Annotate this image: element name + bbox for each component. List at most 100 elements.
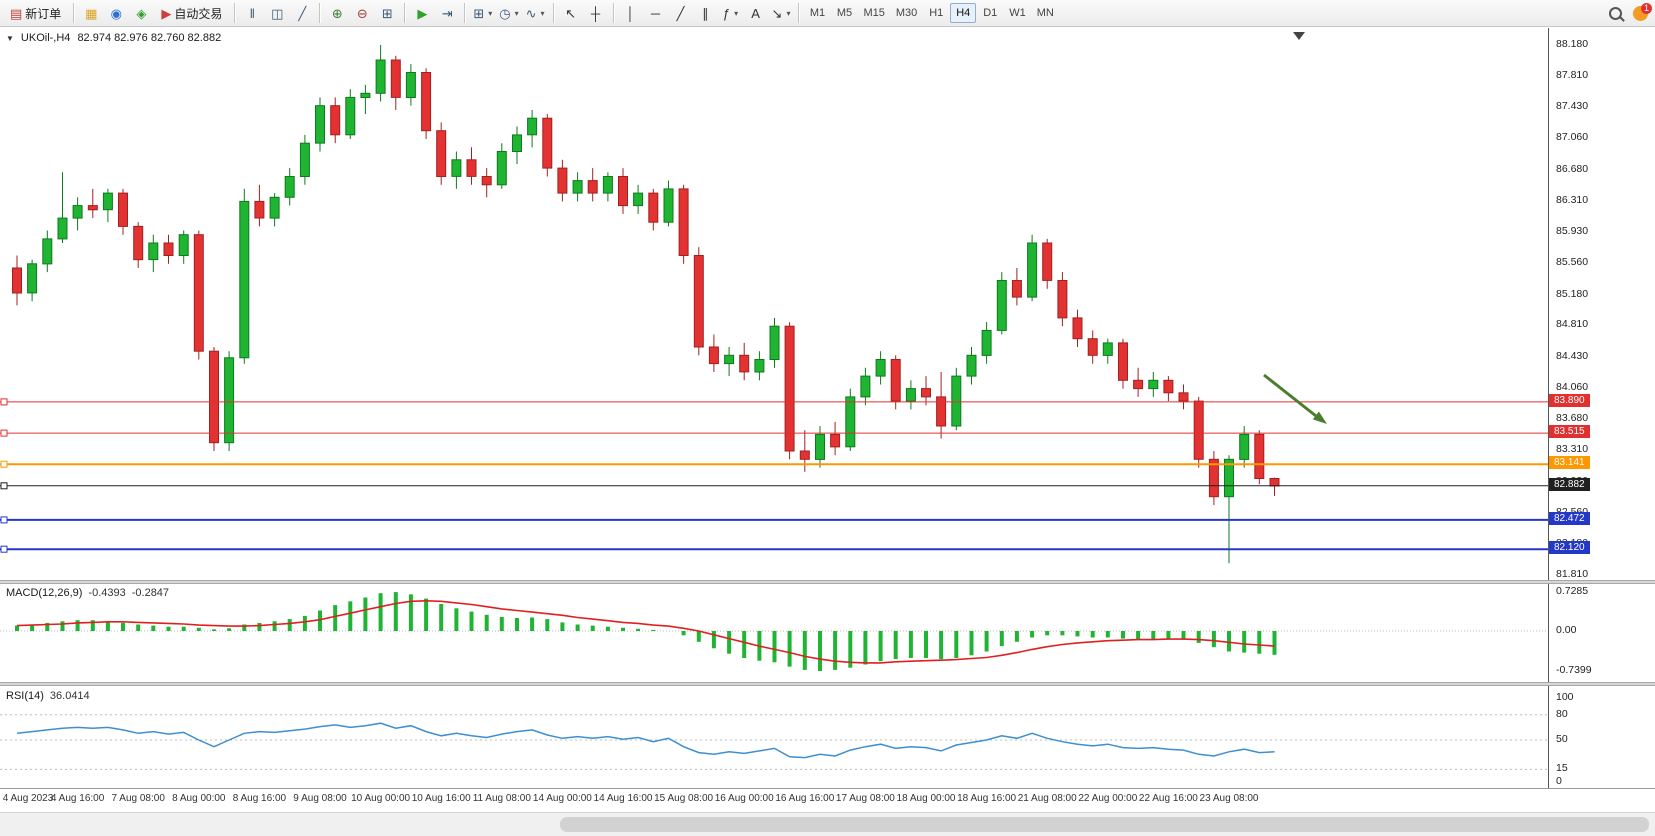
symbol-period-label: UKOil-,H4 xyxy=(20,32,71,44)
timeframe-d1[interactable]: D1 xyxy=(977,3,1003,23)
price-tag-83.515: 83.515 xyxy=(1549,425,1590,439)
community-icon-glyph: ◉ xyxy=(110,5,122,21)
macd-panel[interactable] xyxy=(0,584,1548,682)
grid-icon-glyph: ⊞ xyxy=(381,5,393,21)
price-axis-label: 87.060 xyxy=(1556,131,1589,144)
new-order-button-glyph: ▤ xyxy=(10,5,23,21)
cursor-icon[interactable]: ↖ xyxy=(559,2,583,24)
timeframe-m30[interactable]: M30 xyxy=(891,3,922,23)
indicators-dropdown[interactable]: ∿ ▾ xyxy=(523,2,548,24)
rsi-value: 36.0414 xyxy=(49,690,90,702)
time-axis-label: 10 Aug 00:00 xyxy=(351,793,411,804)
search-icon[interactable] xyxy=(1603,2,1627,24)
horizontal-line-icon-glyph: ─ xyxy=(650,5,661,21)
time-axis[interactable]: 4 Aug 2023 4 Aug 16:00 7 Aug 08:00 8 Aug 00… xyxy=(0,789,1655,812)
timeframe-mn[interactable]: MN xyxy=(1032,3,1059,23)
trendline-icon[interactable]: ╱ xyxy=(669,2,693,24)
crosshair-icon[interactable]: ┼ xyxy=(584,2,608,24)
time-axis-separator xyxy=(0,788,1655,789)
candlestick-chart-icon[interactable]: ◫ xyxy=(265,2,289,24)
time-axis-label: 9 Aug 08:00 xyxy=(293,793,347,804)
toolbar-separator xyxy=(404,3,406,23)
hline-handle[interactable] xyxy=(0,429,8,437)
rsi-scale-label: 15 xyxy=(1556,762,1568,775)
time-axis-label: 22 Aug 16:00 xyxy=(1138,793,1198,804)
arrow-annotation[interactable] xyxy=(1263,373,1327,424)
price-tag-83.141: 83.141 xyxy=(1549,456,1590,470)
chevron-down-icon: ▾ xyxy=(514,8,519,18)
vertical-line-icon[interactable]: │ xyxy=(619,2,643,24)
line-chart-icon[interactable]: ╱ xyxy=(290,2,314,24)
grid-icon[interactable]: ⊞ xyxy=(375,2,399,24)
bar-chart-icon[interactable]: ‖ xyxy=(240,2,264,24)
zoom-out-icon[interactable]: ⊖ xyxy=(350,2,374,24)
chart-shift-marker[interactable] xyxy=(1293,32,1305,40)
timeframe-m5[interactable]: M5 xyxy=(831,3,857,23)
time-axis-label: 17 Aug 08:00 xyxy=(835,793,895,804)
timeframe-m1[interactable]: M1 xyxy=(804,3,830,23)
toolbar-separator xyxy=(552,3,554,23)
price-axis-label: 84.430 xyxy=(1556,350,1589,362)
periods-dropdown-glyph: ◷ xyxy=(499,5,511,21)
price-tag-83.890: 83.890 xyxy=(1549,393,1590,407)
chart-shift-icon[interactable]: ⇥ xyxy=(435,2,459,24)
rsi-scale-label: 80 xyxy=(1556,707,1568,720)
time-axis-label: 10 Aug 16:00 xyxy=(411,793,471,804)
horizontal-line-icon[interactable]: ─ xyxy=(644,2,668,24)
rsi-label: RSI(14) xyxy=(6,690,44,702)
price-axis-label: 85.930 xyxy=(1556,225,1589,238)
notifications-icon[interactable]: 1 xyxy=(1628,2,1652,24)
timeframe-h4[interactable]: H4 xyxy=(950,3,977,23)
zoom-in-icon-glyph: ⊕ xyxy=(331,5,343,21)
autotrading-button[interactable]: ▶ 自动交易 xyxy=(154,2,229,24)
rsi-panel[interactable] xyxy=(0,686,1548,788)
hline-handle[interactable] xyxy=(0,398,8,406)
algo-trading-icon[interactable]: ◈ xyxy=(129,2,153,24)
community-icon[interactable]: ◉ xyxy=(104,2,128,24)
price-axis-label: 83.680 xyxy=(1556,412,1589,425)
auto-scroll-icon[interactable]: ▶ xyxy=(410,2,434,24)
chevron-down-icon: ▾ xyxy=(488,8,493,18)
collapse-icon[interactable]: ▼ xyxy=(6,33,14,43)
hline-handle[interactable] xyxy=(0,482,8,490)
hline-handle[interactable] xyxy=(0,545,8,553)
new-chart-dropdown[interactable]: ⊞ ▾ xyxy=(470,2,495,24)
main-chart[interactable] xyxy=(0,28,1548,580)
hline-handle[interactable] xyxy=(0,516,8,524)
price-axis-label: 87.810 xyxy=(1556,68,1589,81)
timeframe-w1[interactable]: W1 xyxy=(1004,3,1031,23)
autotrading-button-label: 自动交易 xyxy=(174,6,223,21)
timeframe-m15[interactable]: M15 xyxy=(858,3,889,23)
scrollbar-thumb[interactable] xyxy=(560,817,1649,832)
zoom-in-icon[interactable]: ⊕ xyxy=(325,2,349,24)
periods-dropdown[interactable]: ◷ ▾ xyxy=(496,2,521,24)
price-axis-label: 85.560 xyxy=(1556,256,1589,268)
pane-separator-rsi[interactable] xyxy=(0,682,1655,686)
pane-separator-macd[interactable] xyxy=(0,580,1655,584)
chevron-down-icon: ▾ xyxy=(540,8,545,18)
time-axis-label: 23 Aug 08:00 xyxy=(1199,793,1259,804)
magnifier-glyph xyxy=(1608,6,1622,20)
trendline-icon-glyph: ╱ xyxy=(676,5,685,21)
toolbar-separator xyxy=(464,3,466,23)
time-axis-label: 18 Aug 00:00 xyxy=(896,793,956,804)
chevron-down-icon: ▾ xyxy=(734,8,739,18)
charts-profile-icon[interactable]: ▦ xyxy=(79,2,103,24)
cursor-icon-glyph: ↖ xyxy=(565,5,576,21)
notification-badge: 1 xyxy=(1640,3,1652,14)
text-label-icon[interactable]: A xyxy=(744,2,768,24)
channel-icon[interactable]: ∥ xyxy=(694,2,718,24)
autotrading-button-glyph: ▶ xyxy=(161,5,172,21)
new-order-button[interactable]: ▤ 新订单 xyxy=(3,2,68,24)
price-axis[interactable]: 88.180 87.810 87.430 87.060 86.680 86.310 85.9… xyxy=(1548,28,1655,788)
timeframe-h1[interactable]: H1 xyxy=(923,3,949,23)
macd-main-value: -0.4393 xyxy=(88,587,126,599)
algo-trading-icon-glyph: ◈ xyxy=(136,5,147,21)
price-tag-82.120: 82.120 xyxy=(1549,541,1590,555)
rsi-scale-label: 100 xyxy=(1556,691,1574,703)
macd-scale-label: 0.00 xyxy=(1556,624,1577,636)
hline-handle[interactable] xyxy=(0,460,8,468)
fibonacci-icon[interactable]: ƒ ▾ xyxy=(719,2,743,24)
price-axis-label: 83.310 xyxy=(1556,443,1589,456)
arrows-icon[interactable]: ↘ ▾ xyxy=(769,2,794,24)
